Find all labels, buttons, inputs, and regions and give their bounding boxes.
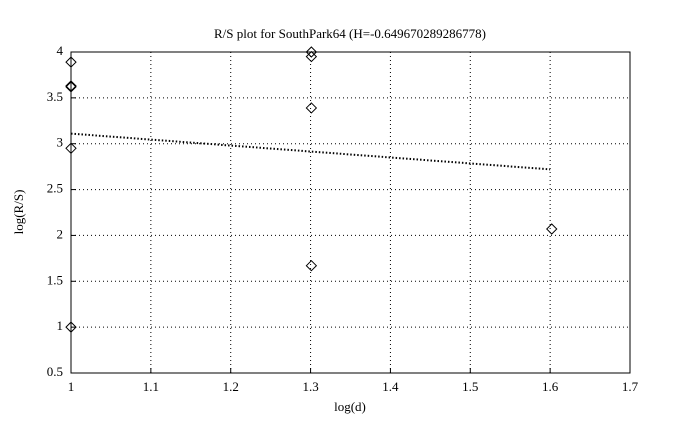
- x-axis-label: log(d): [334, 399, 366, 414]
- diamond-marker: [65, 81, 77, 93]
- y-tick-label: 2.5: [47, 181, 63, 196]
- x-tick-label: 1.6: [542, 379, 559, 394]
- x-tick-label: 1.1: [143, 379, 159, 394]
- y-tick-label: 1.5: [47, 272, 63, 287]
- diamond-marker: [546, 223, 558, 235]
- y-tick-label: 0.5: [47, 364, 63, 379]
- x-tick-label: 1.4: [382, 379, 399, 394]
- diamond-marker: [65, 142, 77, 155]
- fit-line: [70, 132, 551, 171]
- y-tick-label: 4: [57, 43, 64, 58]
- x-tick-label: 1.3: [302, 379, 318, 394]
- y-tick-label: 1: [57, 318, 64, 333]
- plot-frame: [70, 51, 631, 374]
- x-tick-label: 1.7: [622, 379, 639, 394]
- diamond-marker: [305, 102, 318, 114]
- diamond-marker: [305, 46, 318, 58]
- diamond-marker: [65, 321, 77, 333]
- diamond-marker: [65, 56, 77, 68]
- y-tick-label: 2: [57, 226, 64, 241]
- x-tick-label: 1: [68, 379, 75, 394]
- y-axis-label: log(R/S): [11, 190, 26, 235]
- diamond-marker: [65, 80, 77, 92]
- y-tick-label: 3.5: [47, 89, 63, 104]
- diamond-marker: [305, 50, 318, 63]
- y-tick-label: 3: [57, 135, 64, 150]
- chart-title: R/S plot for SouthPark64 (H=-0.649670289…: [214, 26, 486, 41]
- diamond-marker: [305, 259, 318, 272]
- x-tick-label: 1.2: [223, 379, 239, 394]
- x-tick-label: 1.5: [462, 379, 478, 394]
